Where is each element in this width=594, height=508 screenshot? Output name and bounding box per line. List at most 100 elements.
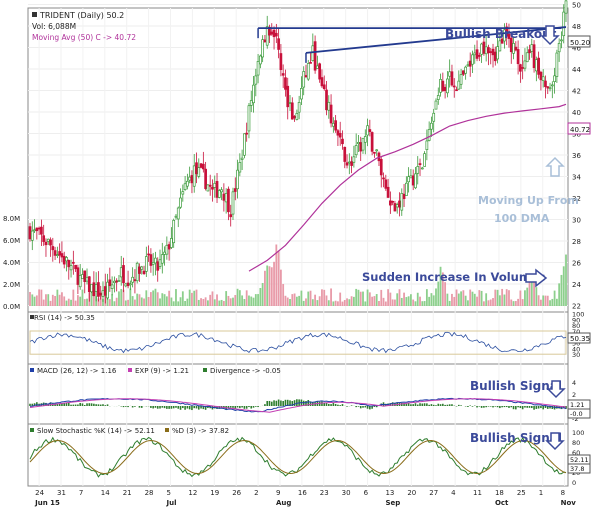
candle-body (249, 100, 253, 106)
candle-body (471, 54, 474, 65)
candle-body (557, 42, 561, 53)
volume-bar (261, 283, 264, 306)
volume-bar (213, 299, 216, 306)
macd-divergence-bar (264, 404, 266, 406)
volume-bar (143, 298, 145, 306)
volume-bar (325, 295, 328, 306)
macd-divergence-bar (375, 406, 378, 408)
x-tick-label: 6 (364, 489, 369, 497)
volume-bar (311, 299, 314, 306)
volume-bar (42, 299, 45, 306)
candle-body (144, 256, 148, 272)
volume-bar (200, 298, 202, 306)
stoch-tick-label: 100 (572, 429, 584, 437)
volume-bar (305, 298, 307, 306)
macd-divergence-bar (325, 402, 328, 406)
macd-divergence-bar (74, 404, 77, 406)
volume-arrow-icon (525, 268, 548, 288)
macd-divergence-bar (131, 406, 134, 408)
volume-tick-label: 4.0M (3, 259, 20, 267)
volume-bar (165, 296, 168, 306)
volume-bar (58, 294, 61, 306)
candle-body (220, 189, 223, 193)
macd-divergence-bar (485, 406, 487, 408)
candle-body (101, 290, 105, 297)
macd-divergence-bar (248, 406, 250, 408)
candle-body (245, 132, 249, 135)
volume-bar (526, 287, 529, 306)
candle-body (332, 123, 335, 127)
volume-tick-label: 6.0M (3, 237, 20, 245)
volume-bar (79, 296, 82, 306)
macd-divergence-bar (400, 402, 403, 406)
candle-body (76, 267, 80, 285)
candle-body (53, 250, 57, 256)
x-tick-label: 16 (298, 489, 307, 497)
candle-body (562, 11, 566, 37)
chart-title: TRIDENT (Daily) 50.2 (39, 11, 124, 20)
candle-body (81, 274, 84, 280)
candle-body (389, 200, 392, 206)
volume-bar (521, 299, 524, 306)
volume-bar (295, 296, 298, 306)
candle-body (530, 44, 534, 52)
macd-divergence-bar (193, 406, 196, 409)
macd-divergence-bar (492, 406, 494, 408)
volume-bar (193, 290, 196, 306)
candle-body (44, 241, 48, 246)
volume-bar (318, 296, 321, 306)
volume-bar (403, 292, 405, 306)
volume-bar (441, 272, 444, 306)
candle-body (436, 95, 440, 100)
macd-divergence-bar (560, 406, 563, 410)
candle-body (126, 282, 130, 287)
price-tick-label: 50 (572, 2, 581, 10)
volume-bar (428, 296, 431, 306)
x-tick-label: 24 (35, 489, 44, 497)
macd-divergence-bar (280, 400, 282, 406)
candle-body (286, 85, 290, 108)
volume-bar (476, 296, 478, 306)
macd-divergence-bar (371, 406, 373, 409)
candle-body (154, 257, 157, 264)
volume-bar (279, 269, 282, 306)
x-tick-label: 8 (561, 489, 565, 497)
volume-bar (252, 297, 255, 306)
candle-body (341, 138, 344, 145)
candle-body (411, 175, 415, 186)
candle-body (316, 65, 319, 69)
stoch-d-marker (165, 428, 169, 432)
volume-bar (503, 294, 506, 306)
volume-bar (129, 288, 132, 306)
volume-bar (124, 300, 127, 306)
volume-bar (366, 289, 369, 306)
volume-bar (266, 265, 269, 306)
volume-bar (464, 295, 467, 306)
macd-divergence-bar (517, 406, 519, 408)
candle-body (58, 251, 62, 256)
candle-body (402, 193, 406, 200)
volume-bar (204, 297, 207, 306)
volume-bar (435, 288, 437, 306)
macd-divergence-bar (476, 406, 478, 408)
stoch-tick-label: 0 (572, 479, 576, 487)
macd-divergence-bar (546, 406, 549, 409)
volume-bar (373, 296, 376, 306)
volume-bar (216, 294, 218, 306)
macd-divergence-bar (93, 403, 95, 406)
macd-divergence-bar (97, 404, 100, 406)
volume-bar (512, 301, 515, 306)
volume-bar (410, 294, 412, 306)
volume-bar (277, 251, 280, 306)
volume-bar (359, 291, 362, 306)
macd-divergence-bar (357, 406, 360, 407)
macd-divergence-bar (421, 403, 424, 406)
candle-body (432, 112, 436, 122)
volume-bar (136, 293, 139, 306)
volume-bar (76, 295, 79, 306)
price-tag (567, 35, 591, 48)
volume-bar (300, 290, 303, 306)
macd-divergence-bar (437, 403, 440, 406)
volume-bar (517, 298, 520, 306)
